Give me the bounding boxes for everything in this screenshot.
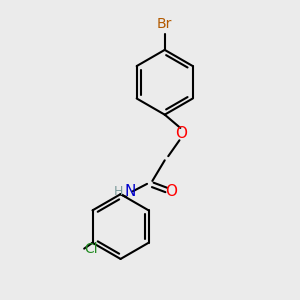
Text: H: H <box>113 185 123 198</box>
Text: Cl: Cl <box>84 242 98 256</box>
Text: O: O <box>175 126 187 141</box>
Text: O: O <box>165 184 177 199</box>
Text: N: N <box>124 184 136 199</box>
Text: Br: Br <box>157 17 172 31</box>
